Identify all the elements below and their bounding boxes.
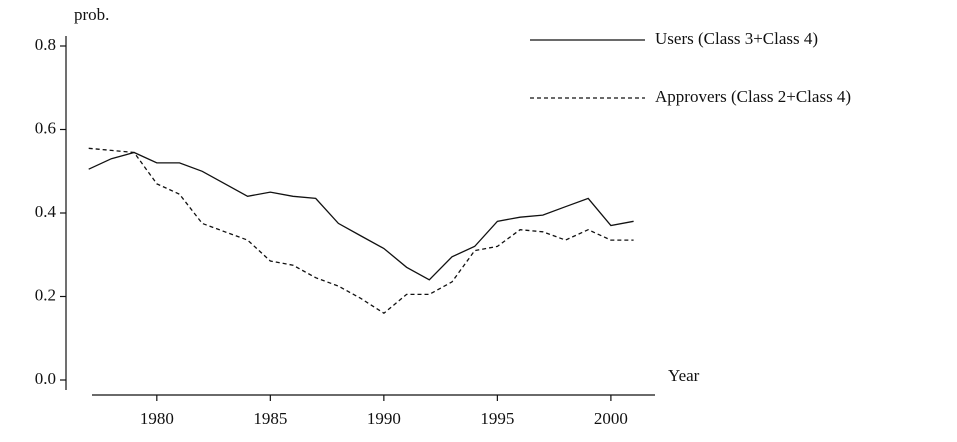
series-line [88, 147, 634, 315]
legend-label: Users (Class 3+Class 4) [655, 29, 818, 48]
y-tick-label: 0.6 [35, 118, 56, 137]
x-tick-label: 2000 [594, 409, 628, 428]
x-axis-label: Year [668, 366, 700, 385]
x-tick-label: 1985 [253, 409, 287, 428]
x-tick-label: 1995 [480, 409, 514, 428]
x-tick-label: 1980 [140, 409, 174, 428]
y-tick-label: 0.4 [35, 202, 57, 221]
x-tick-label: 1990 [367, 409, 401, 428]
legend-label: Approvers (Class 2+Class 4) [655, 87, 851, 106]
y-tick-label: 0.8 [35, 35, 56, 54]
y-axis-label: prob. [74, 5, 109, 24]
y-tick-label: 0.0 [35, 369, 56, 388]
y-tick-label: 0.2 [35, 285, 56, 304]
series-line [88, 151, 634, 281]
